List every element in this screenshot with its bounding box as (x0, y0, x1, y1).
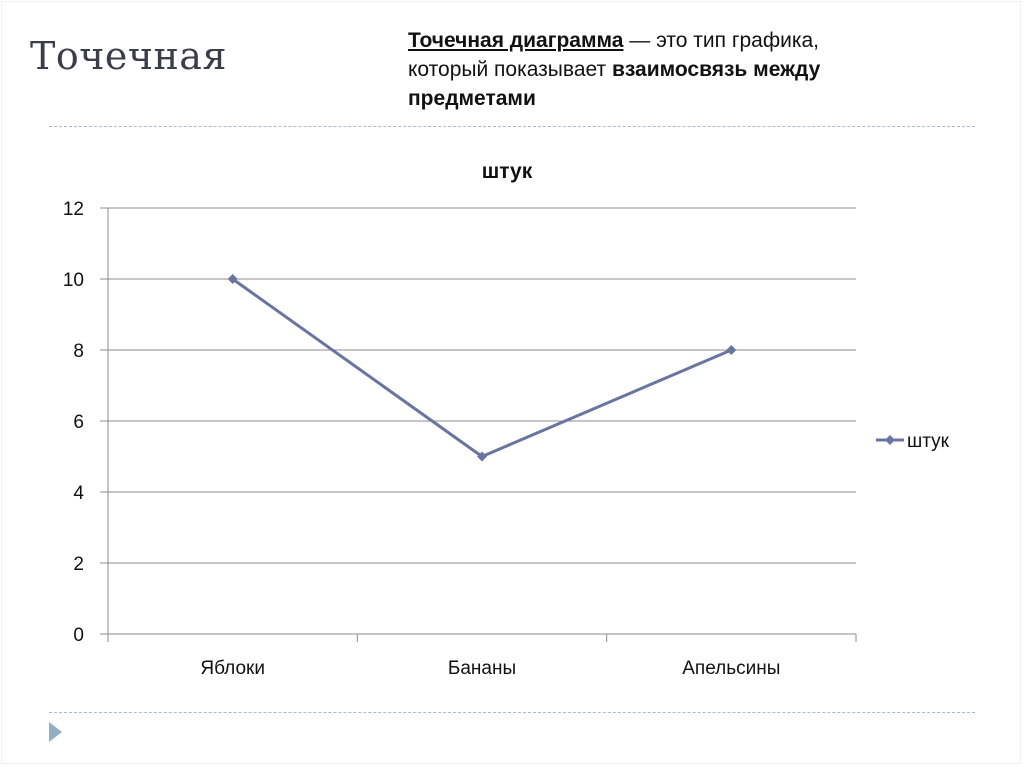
top-separator (49, 126, 975, 127)
legend-diamond-icon (885, 435, 895, 445)
y-tick-label: 8 (73, 341, 84, 362)
slide-description: Точечная диаграмма — это тип графика, ко… (408, 26, 908, 113)
description-bold2: предметами (408, 87, 536, 110)
data-point-marker (477, 451, 487, 462)
y-tick-label: 6 (73, 412, 84, 433)
y-tick-label: 0 (73, 625, 84, 646)
y-tick-label: 4 (73, 483, 84, 504)
slide-title: Точечная (30, 34, 227, 78)
x-tick-label: Апельсины (682, 658, 780, 679)
series-line (231, 277, 732, 459)
data-point-marker (726, 345, 737, 355)
chart-legend: штук (876, 431, 950, 452)
description-part1: — это тип графика, (623, 29, 820, 52)
bottom-separator (49, 712, 975, 713)
y-tick-label: 12 (63, 199, 84, 220)
x-tick-label: Бананы (448, 658, 516, 679)
description-part2: который показывает (408, 58, 612, 81)
chart-title: штук (482, 160, 533, 183)
description-bold: взаимосвязь между (611, 58, 821, 81)
data-point-marker (227, 274, 238, 284)
y-tick-label: 10 (63, 270, 84, 291)
chart-gridlines (100, 207, 856, 635)
y-tick-label: 2 (73, 554, 84, 575)
x-axis: Яблоки Бананы Апельсины (107, 634, 857, 679)
legend-label: штук (907, 431, 950, 452)
y-axis-labels: 0 2 4 6 8 10 12 (63, 199, 85, 646)
chart-series (227, 274, 737, 462)
triangle-right-icon (49, 722, 62, 742)
x-tick-label: Яблоки (200, 658, 265, 679)
description-term: Точечная диаграмма (408, 29, 624, 52)
